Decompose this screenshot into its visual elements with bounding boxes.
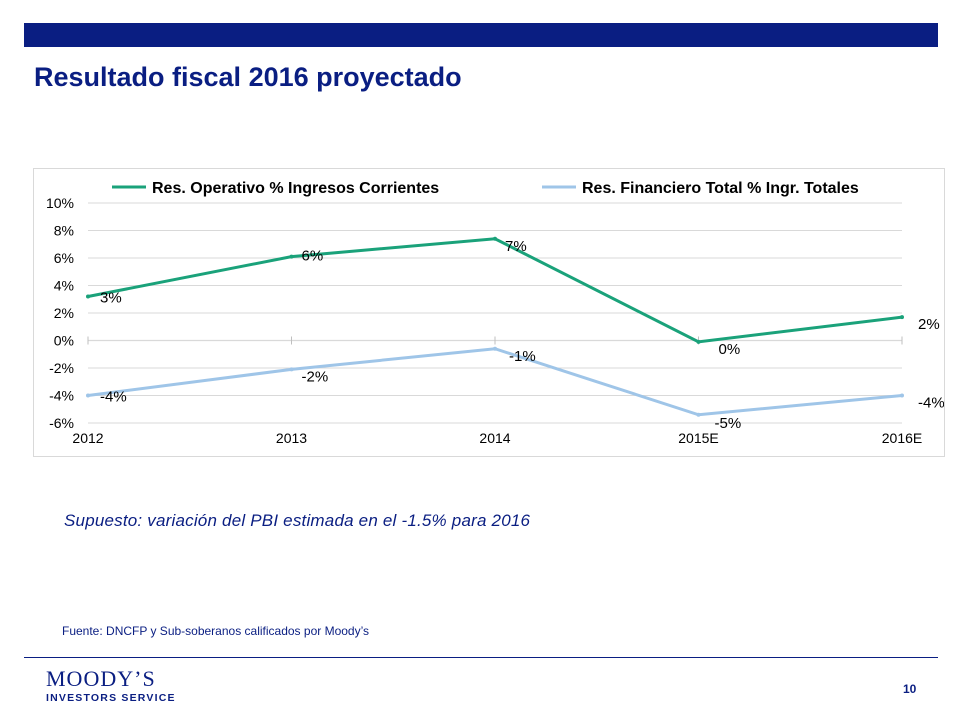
data-point	[289, 254, 294, 259]
y-tick-label: 2%	[54, 305, 74, 321]
page-title: Resultado fiscal 2016 proyectado	[34, 62, 462, 92]
line-chart: -6% -4% -2% 0% 2% 4% 6% 8% 10% 2012 2013 2014 2015E 2…	[33, 168, 945, 457]
data-point	[86, 393, 90, 398]
data-point	[493, 236, 497, 241]
top-banner-bar	[24, 23, 938, 47]
legend-label: Res. Financiero Total % Ingr. Totales	[582, 180, 859, 197]
x-tick-label: 2012	[72, 430, 103, 446]
moodys-logo: MOODY’S INVESTORS SERVICE	[46, 666, 176, 705]
data-point	[900, 315, 904, 320]
logo-sub-text: INVESTORS SERVICE	[46, 692, 176, 704]
data-label: -2%	[302, 368, 329, 385]
data-point	[696, 412, 701, 417]
logo-main-text: MOODY’S	[46, 666, 156, 691]
data-point	[900, 393, 904, 398]
y-tick-label: -4%	[49, 388, 74, 404]
data-label: -4%	[918, 395, 944, 412]
y-tick-label: 0%	[54, 333, 74, 349]
data-label: -4%	[100, 389, 127, 406]
y-tick-label: 6%	[54, 250, 74, 266]
y-tick-label: 4%	[54, 278, 74, 294]
data-label: 7%	[505, 238, 527, 255]
series-line	[87, 347, 903, 417]
y-tick-label: -2%	[49, 360, 74, 376]
x-tick-label: 2014	[479, 430, 510, 446]
data-label: 3%	[100, 290, 122, 307]
data-label: -1%	[509, 348, 536, 365]
data-point	[289, 367, 294, 372]
y-tick-label: 8%	[54, 223, 74, 239]
chart-svg: -6% -4% -2% 0% 2% 4% 6% 8% 10% 2012 2013 2014 2015E 2…	[46, 180, 944, 446]
x-tick-label: 2016E	[882, 430, 922, 446]
y-tick-label: -6%	[49, 415, 74, 431]
series-line	[87, 237, 903, 344]
x-tick-label: 2015E	[678, 430, 718, 446]
assumption-note: Supuesto: variación del PBI estimada en …	[64, 511, 531, 530]
data-label: 2%	[918, 316, 940, 333]
data-point	[493, 346, 497, 351]
source-note: Fuente: DNCFP y Sub-soberanos calificado…	[62, 624, 370, 638]
y-tick-label: 10%	[46, 195, 74, 211]
page-number: 10	[903, 682, 917, 696]
x-tick-label: 2013	[276, 430, 307, 446]
data-point	[86, 294, 90, 299]
data-label: -5%	[715, 415, 742, 432]
data-label: 6%	[302, 248, 324, 265]
legend-label: Res. Operativo % Ingresos Corrientes	[152, 180, 439, 197]
footer-divider	[24, 657, 938, 658]
data-point	[696, 339, 701, 344]
data-label: 0%	[719, 341, 741, 358]
